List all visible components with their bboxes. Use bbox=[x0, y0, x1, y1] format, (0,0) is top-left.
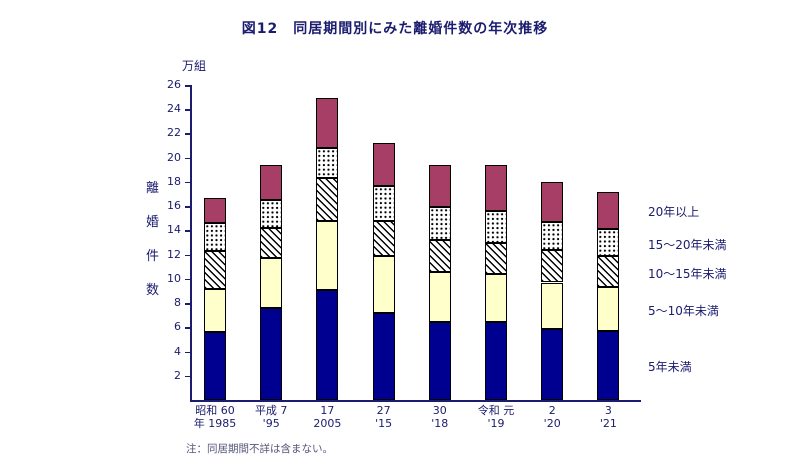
y-tick-mark bbox=[185, 254, 190, 257]
y-tick-label: 16 bbox=[167, 199, 181, 213]
y-tick-mark bbox=[185, 351, 190, 354]
bar-segment bbox=[316, 98, 339, 148]
y-tick-label: 2 bbox=[174, 368, 181, 382]
y-tick-mark bbox=[185, 157, 190, 160]
y-axis-title-char: 婚 bbox=[146, 215, 160, 230]
bar-segment bbox=[372, 143, 395, 186]
bar-segment bbox=[485, 164, 507, 211]
bar-segment bbox=[541, 181, 564, 222]
y-axis-title: 離婚件数 bbox=[146, 177, 159, 313]
y-tick-label: 26 bbox=[167, 78, 181, 91]
y-tick-mark bbox=[185, 375, 190, 378]
bar-segment bbox=[316, 289, 339, 400]
bar-segment bbox=[428, 322, 451, 400]
bar-segment bbox=[260, 200, 283, 228]
bar-segment bbox=[260, 227, 283, 259]
legend-item: 10〜15年未満 bbox=[648, 266, 727, 281]
bar-segment bbox=[485, 242, 507, 274]
footnote: 注：同居期間不詳は含まない。 bbox=[186, 443, 333, 455]
x-axis-label: 3'21 bbox=[599, 404, 617, 430]
x-axis-label: 27'15 bbox=[375, 404, 393, 430]
y-tick-mark bbox=[185, 181, 190, 184]
legend-item: 5年未満 bbox=[648, 360, 692, 375]
bar-segment bbox=[597, 287, 620, 331]
y-axis-title-char: 件 bbox=[146, 249, 160, 264]
bar-segment bbox=[597, 330, 620, 400]
y-tick-label: 4 bbox=[174, 344, 181, 358]
y-tick-mark bbox=[185, 109, 190, 111]
bar-segment bbox=[204, 332, 226, 400]
legend-item: 15〜20年未満 bbox=[648, 237, 727, 252]
x-axis-line bbox=[190, 400, 641, 402]
chart-title: 図12 同居期間別にみた離婚件数の年次推移 bbox=[241, 21, 549, 37]
bar-segment bbox=[260, 307, 283, 400]
bar-segment bbox=[204, 288, 226, 333]
y-tick-mark bbox=[185, 206, 190, 208]
y-tick-label: 6 bbox=[174, 320, 181, 334]
bar-segment bbox=[541, 249, 564, 283]
plot-area bbox=[190, 85, 640, 400]
y-tick-mark bbox=[185, 230, 190, 232]
y-tick-label: 8 bbox=[174, 296, 181, 310]
y-tick-label: 12 bbox=[167, 247, 181, 261]
bar-segment bbox=[372, 255, 395, 313]
y-tick-mark bbox=[185, 133, 190, 135]
bar-segment bbox=[316, 220, 339, 290]
bar-segment bbox=[597, 229, 620, 256]
y-tick-mark bbox=[185, 327, 190, 329]
bar-segment bbox=[260, 258, 283, 308]
bar-segment bbox=[204, 223, 226, 251]
bar-segment bbox=[372, 312, 395, 400]
bar-segment bbox=[428, 271, 451, 323]
bar-segment bbox=[428, 240, 451, 272]
bar-segment bbox=[485, 274, 507, 323]
y-tick-label: 10 bbox=[167, 271, 181, 285]
x-axis-label: 令和 元 '19 bbox=[477, 404, 515, 430]
y-tick-label: 24 bbox=[167, 102, 181, 116]
y-axis-title-char: 数 bbox=[146, 283, 160, 298]
bar-segment bbox=[541, 282, 564, 329]
bar-segment bbox=[428, 207, 451, 241]
y-tick-mark bbox=[185, 303, 190, 305]
x-axis-label: 30'18 bbox=[431, 404, 449, 430]
y-tick-mark bbox=[185, 278, 190, 281]
bar-segment bbox=[260, 164, 283, 201]
bar-segment bbox=[541, 328, 564, 400]
bar-segment bbox=[597, 255, 620, 288]
bar-segment bbox=[316, 178, 339, 221]
y-tick-label: 22 bbox=[167, 126, 181, 140]
y-tick-label: 18 bbox=[167, 174, 181, 188]
bar-segment bbox=[485, 211, 507, 243]
bar-segment bbox=[597, 191, 620, 230]
bar-segment bbox=[372, 220, 395, 256]
y-axis-line bbox=[190, 85, 192, 402]
legend-item: 5〜10年未満 bbox=[648, 304, 719, 319]
y-axis-unit-label: 万組 bbox=[182, 59, 207, 73]
x-axis-label: 昭和 60 年 1985 bbox=[193, 404, 237, 430]
bar-segment bbox=[541, 221, 564, 250]
bar-segment bbox=[485, 322, 507, 400]
x-axis-label: 平成 7'95 bbox=[254, 404, 288, 430]
legend-item: 20年以上 bbox=[648, 205, 700, 220]
y-tick-label: 20 bbox=[167, 150, 181, 164]
y-tick-mark bbox=[185, 85, 190, 87]
y-axis-title-char: 離 bbox=[146, 181, 160, 196]
bar-segment bbox=[428, 164, 451, 208]
bar-segment bbox=[372, 185, 395, 221]
bar-segment bbox=[204, 251, 226, 289]
bar-segment bbox=[316, 148, 339, 179]
x-axis-label: 17 2005 bbox=[313, 404, 342, 430]
y-tick-label: 14 bbox=[167, 223, 181, 237]
x-axis-label: 2'20 bbox=[543, 404, 561, 430]
bar-segment bbox=[204, 197, 226, 224]
